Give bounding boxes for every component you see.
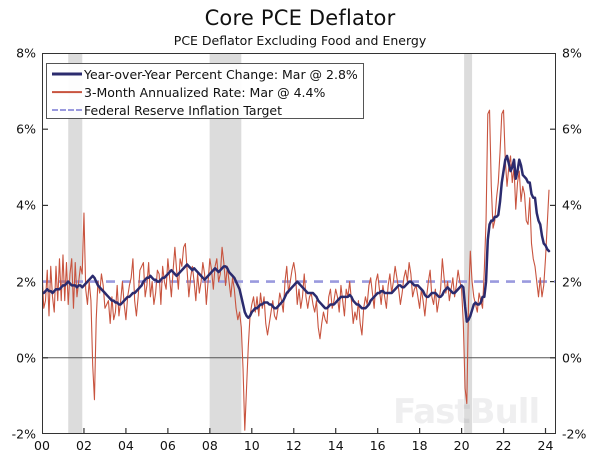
legend-item-yoy: Year-over-Year Percent Change: Mar @ 2.8… [47, 65, 363, 83]
legend-item-target: Federal Reserve Inflation Target [47, 101, 363, 119]
chart-subtitle: PCE Deflator Excluding Food and Energy [173, 33, 427, 48]
recession-band [68, 53, 83, 434]
x-axis-label: 10 [243, 438, 260, 453]
legend-line-red-icon [52, 86, 82, 98]
y-axis-left-labels: -2% 0% 2% 4% 6% 8% [0, 0, 36, 461]
y-axis-label-left: 6% [16, 121, 36, 137]
legend-label-target: Federal Reserve Inflation Target [84, 102, 283, 118]
y-axis-right-labels: -2% 0% 2% 4% 6% 8% [562, 0, 600, 461]
x-axis-label: 14 [327, 438, 344, 453]
x-axis-label: 18 [411, 438, 428, 453]
y-axis-label-left: 8% [16, 45, 36, 61]
legend-line-navy-icon [52, 68, 82, 80]
x-axis-label: 12 [285, 438, 302, 453]
y-axis-label-left: 2% [16, 274, 36, 290]
x-axis-label: 24 [537, 438, 554, 453]
y-axis-label-right: 0% [562, 350, 582, 366]
x-axis-label: 22 [495, 438, 512, 453]
x-axis-label: 16 [369, 438, 386, 453]
y-axis-label-right: 6% [562, 121, 582, 137]
chart-title: Core PCE Deflator [204, 6, 396, 30]
plot-frame [42, 53, 556, 434]
x-axis-label: 20 [453, 438, 470, 453]
x-axis-label: 08 [201, 438, 218, 453]
y-axis-label-left: -2% [11, 426, 36, 442]
legend-line-dashed-icon [52, 104, 82, 116]
y-axis-label-left: 4% [16, 197, 36, 213]
legend-item-three-month: 3-Month Annualized Rate: Mar @ 4.4% [47, 83, 363, 101]
y-axis-label-right: 8% [562, 45, 582, 61]
x-axis-label: 00 [34, 438, 50, 453]
y-axis-label-right: 4% [562, 197, 582, 213]
y-axis-label-right: -2% [562, 426, 587, 442]
legend-label-three-month: 3-Month Annualized Rate: Mar @ 4.4% [84, 84, 326, 100]
chart-legend: Year-over-Year Percent Change: Mar @ 2.8… [46, 63, 364, 119]
series-line-yoy [42, 154, 551, 323]
y-axis-label-right: 2% [562, 274, 582, 290]
x-axis-label: 04 [117, 438, 134, 453]
x-axis-label: 06 [159, 438, 176, 453]
legend-label-yoy: Year-over-Year Percent Change: Mar @ 2.8… [84, 66, 358, 82]
x-axis-label: 02 [76, 438, 92, 453]
y-axis-label-left: 0% [16, 350, 36, 366]
recession-band [464, 53, 473, 434]
series-line-three-month [42, 109, 550, 431]
